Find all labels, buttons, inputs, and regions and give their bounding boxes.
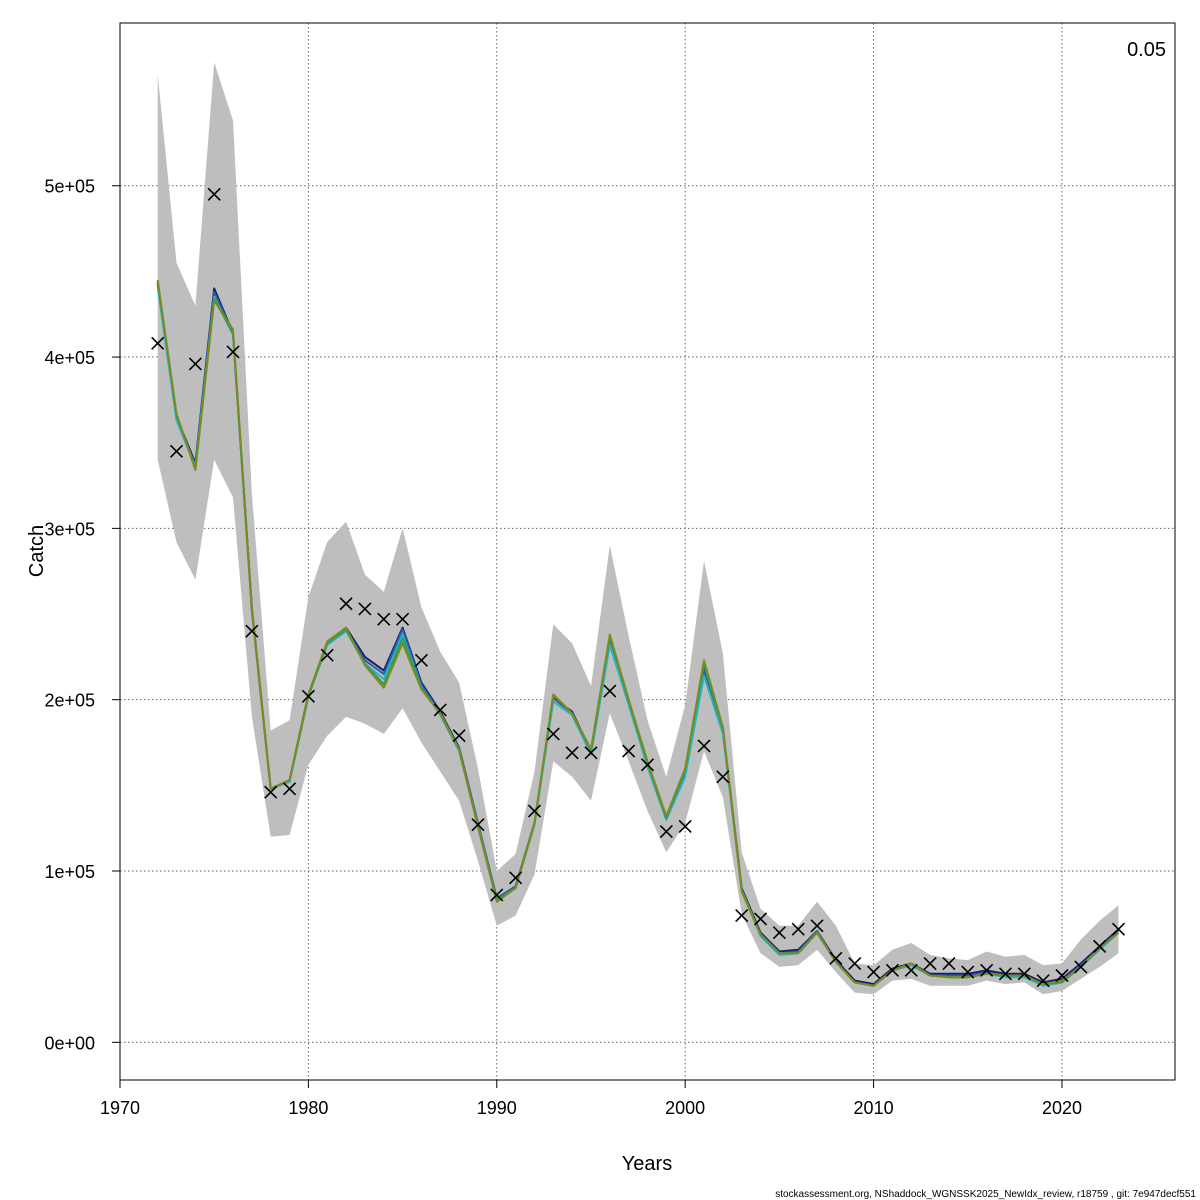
observed-point xyxy=(791,922,805,936)
y-tick-label: 2e+05 xyxy=(44,691,95,711)
observed-point xyxy=(1093,939,1107,953)
observed-point xyxy=(264,785,278,799)
series-line-4 xyxy=(156,281,1120,987)
series-line-1 xyxy=(156,283,1120,986)
observed-point xyxy=(226,345,240,359)
x-tick-label: 1970 xyxy=(100,1098,140,1118)
x-axis-title: Years xyxy=(622,1153,672,1175)
x-tick-label: 1980 xyxy=(288,1098,328,1118)
series-line-5 xyxy=(156,279,1120,987)
observed-point xyxy=(1074,960,1088,974)
plot-frame xyxy=(119,22,1176,1081)
observed-point xyxy=(433,703,447,717)
observed-point xyxy=(1017,967,1031,981)
observed-point xyxy=(1036,974,1050,988)
y-tick-label: 5e+05 xyxy=(44,177,95,197)
observed-point xyxy=(810,919,824,933)
observed-point xyxy=(753,912,768,926)
y-axis-title: Catch xyxy=(26,525,48,577)
observed-point xyxy=(659,825,673,839)
observed-point xyxy=(942,956,956,971)
observed-point xyxy=(1111,922,1126,936)
observed-point xyxy=(188,357,202,371)
observed-point xyxy=(640,758,655,772)
observed-point xyxy=(169,444,184,458)
series-line-2 xyxy=(156,284,1120,987)
y-tick-label: 1e+05 xyxy=(44,862,95,882)
observed-points xyxy=(151,187,1126,988)
observed-point xyxy=(546,727,560,741)
observed-point xyxy=(339,597,353,611)
y-tick-label: 0e+00 xyxy=(44,1033,95,1053)
observed-point xyxy=(207,187,221,201)
observed-point xyxy=(396,612,410,626)
observed-point xyxy=(980,963,994,977)
observed-point xyxy=(622,744,636,758)
x-axis: 1970 1980 1990 2000 2010 2020 xyxy=(100,1079,1082,1118)
corner-label: 0.05 xyxy=(1127,39,1166,61)
observed-point xyxy=(998,967,1013,981)
x-tick-label: 2000 xyxy=(665,1098,705,1118)
observed-point xyxy=(509,871,523,885)
observed-point xyxy=(1055,968,1069,983)
observed-point xyxy=(527,804,542,818)
confidence-band xyxy=(157,62,1119,995)
observed-point xyxy=(282,782,297,796)
observed-point xyxy=(603,684,617,698)
observed-point xyxy=(490,888,504,902)
observed-point xyxy=(716,770,730,784)
observed-point xyxy=(829,951,843,965)
x-tick-label: 2020 xyxy=(1042,1098,1082,1118)
observed-point xyxy=(961,965,975,979)
y-tick-label: 4e+05 xyxy=(44,348,95,368)
series-lines xyxy=(156,279,1120,987)
grid-lines xyxy=(119,23,1175,1080)
observed-point xyxy=(584,746,598,760)
observed-point xyxy=(697,739,711,753)
observed-point xyxy=(377,612,391,626)
observed-point xyxy=(772,926,786,940)
y-tick-label: 3e+05 xyxy=(44,519,95,539)
observed-point xyxy=(885,963,899,977)
observed-point xyxy=(151,336,165,350)
x-tick-label: 2010 xyxy=(854,1098,894,1118)
observed-point xyxy=(867,965,881,979)
observed-point xyxy=(565,746,579,760)
footer-text: stockassessment.org, NShaddock_WGNSSK202… xyxy=(775,1189,1196,1200)
x-tick-label: 1990 xyxy=(477,1098,517,1118)
observed-point xyxy=(452,729,466,743)
observed-point xyxy=(904,963,918,977)
observed-point xyxy=(471,818,485,832)
observed-point xyxy=(678,819,692,834)
observed-point xyxy=(301,689,315,703)
observed-point xyxy=(848,956,862,971)
observed-point xyxy=(320,648,334,662)
series-line-3 xyxy=(156,286,1120,987)
observed-point xyxy=(735,908,749,923)
observed-point xyxy=(358,602,372,616)
observed-point xyxy=(245,624,259,638)
observed-point xyxy=(414,653,428,667)
observed-point xyxy=(923,956,937,971)
y-axis: 0e+00 1e+05 2e+05 3e+05 4e+05 5e+05 xyxy=(44,177,120,1053)
